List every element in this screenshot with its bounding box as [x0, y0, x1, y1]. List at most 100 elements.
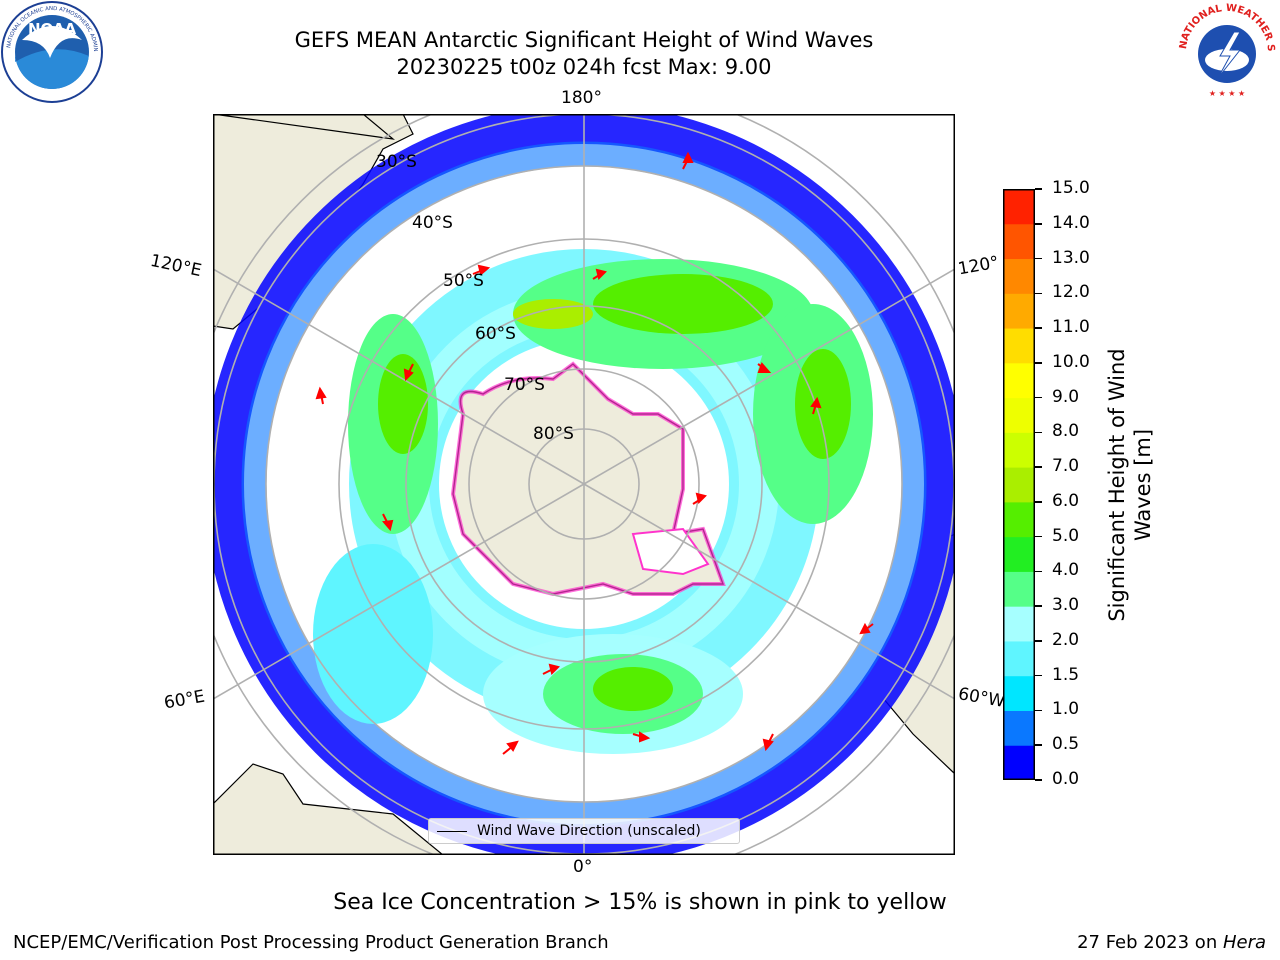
colorbar-tick-mark — [1035, 779, 1042, 781]
colorbar-tick-label: 9.0 — [1052, 386, 1080, 407]
lat-label-80s: 80°S — [533, 424, 574, 444]
colorbar-label-line1: Significant Height of Wind — [1105, 348, 1129, 622]
noaa-logo: NOAA NATIONAL OCEANIC AND ATMOSPHERIC AD… — [0, 0, 104, 104]
lon-label-top: 180° — [561, 88, 602, 108]
colorbar-tick-label: 12.0 — [1052, 282, 1090, 303]
colorbar-segment — [1003, 710, 1035, 746]
wave-arrow — [502, 740, 519, 755]
colorbar-tick-mark — [1035, 605, 1042, 607]
legend-label: Wind Wave Direction (unscaled) — [477, 823, 701, 839]
colorbar-segment — [1003, 397, 1035, 433]
wave-arrow — [403, 363, 414, 382]
colorbar-tick-label: 1.0 — [1052, 699, 1080, 720]
sea-ice-note: Sea Ice Concentration > 15% is shown in … — [333, 890, 947, 915]
wave-arrow — [542, 663, 560, 675]
footer-date: 27 Feb 2023 on Hera — [1077, 932, 1266, 953]
colorbar-tick-label: 1.5 — [1052, 664, 1080, 685]
colorbar-segment — [1003, 258, 1035, 294]
lat-label-50s: 50°S — [443, 271, 484, 291]
wave-arrow — [859, 622, 874, 635]
colorbar-segment — [1003, 189, 1035, 225]
polar-map — [213, 114, 955, 855]
colorbar — [1003, 189, 1035, 780]
colorbar-segment — [1003, 640, 1035, 677]
colorbar-segment — [1003, 432, 1035, 468]
colorbar-tick-label: 3.0 — [1052, 595, 1080, 616]
colorbar-segment — [1003, 571, 1035, 607]
footer-date-text: 27 Feb 2023 on — [1077, 932, 1223, 953]
colorbar-segment — [1003, 675, 1035, 711]
colorbar-segment — [1003, 467, 1035, 503]
colorbar-tick-label: 13.0 — [1052, 247, 1090, 268]
lat-label-40s: 40°S — [412, 213, 453, 233]
chart-title: GEFS MEAN Antarctic Significant Height o… — [294, 28, 874, 52]
colorbar-tick-mark — [1035, 501, 1042, 503]
colorbar-tick-mark — [1035, 674, 1042, 677]
wave-arrow — [682, 151, 694, 170]
lat-label-60s: 60°S — [475, 324, 516, 344]
wave-arrow — [762, 733, 774, 752]
lon-label-left-upper: 120°E — [148, 250, 204, 282]
colorbar-tick-mark — [1035, 292, 1042, 295]
colorbar-tick-mark — [1035, 362, 1042, 364]
wave-arrow — [692, 492, 707, 505]
colorbar-tick-mark — [1035, 327, 1042, 329]
colorbar-tick-label: 7.0 — [1052, 456, 1080, 477]
footer-credit: NCEP/EMC/Verification Post Processing Pr… — [13, 932, 609, 953]
colorbar-tick-label: 11.0 — [1052, 317, 1090, 338]
colorbar-tick-mark — [1035, 466, 1042, 468]
map-legend: Wind Wave Direction (unscaled) — [428, 818, 740, 844]
colorbar-tick-mark — [1035, 396, 1042, 399]
colorbar-segment — [1003, 293, 1035, 329]
chart-subtitle: 20230225 t00z 024h fcst Max: 9.00 — [396, 55, 772, 79]
wind-wave-arrows — [315, 151, 874, 755]
colorbar-tick-mark — [1035, 223, 1042, 225]
lon-label-right-lower: 60°W — [956, 684, 1007, 712]
colorbar-tick-label: 8.0 — [1052, 421, 1080, 442]
legend-line-swatch — [437, 831, 467, 832]
colorbar-tick-label: 4.0 — [1052, 560, 1080, 581]
wave-arrow — [315, 386, 327, 405]
svg-text:★ ★ ★ ★: ★ ★ ★ ★ — [1209, 89, 1245, 98]
lat-label-30s: 30°S — [376, 152, 417, 172]
colorbar-tick-mark — [1035, 257, 1042, 260]
colorbar-segment — [1003, 745, 1035, 780]
wave-arrow — [592, 268, 607, 280]
nws-logo: NATIONAL WEATHER SERVICE ★ ★ ★ ★ — [1172, 0, 1278, 102]
colorbar-tick-label: 0.5 — [1052, 734, 1080, 755]
colorbar-label-line2: Waves [m] — [1131, 428, 1155, 542]
colorbar-tick-mark — [1035, 744, 1042, 746]
wave-arrow — [632, 731, 651, 743]
colorbar-border — [1003, 189, 1035, 780]
colorbar-segment — [1003, 223, 1035, 260]
colorbar-tick-label: 2.0 — [1052, 629, 1080, 650]
colorbar-segment — [1003, 328, 1035, 364]
wave-arrow — [472, 264, 491, 276]
svg-text:NOAA: NOAA — [28, 20, 77, 38]
colorbar-tick-label: 0.0 — [1052, 769, 1080, 789]
colorbar-tick-label: 5.0 — [1052, 525, 1080, 546]
colorbar-tick-label: 15.0 — [1052, 178, 1090, 198]
lon-label-left-lower: 60°E — [162, 686, 207, 714]
wave-arrow — [382, 513, 394, 532]
footer-host: Hera — [1222, 932, 1266, 953]
colorbar-segment — [1003, 362, 1035, 399]
wave-arrow — [757, 362, 772, 373]
colorbar-segment — [1003, 606, 1035, 642]
colorbar-tick-mark — [1035, 188, 1042, 190]
colorbar-tick-mark — [1035, 535, 1042, 538]
colorbar-segment — [1003, 501, 1035, 538]
colorbar-tick-mark — [1035, 431, 1042, 434]
colorbar-tick-mark — [1035, 709, 1042, 712]
colorbar-tick-label: 14.0 — [1052, 212, 1090, 233]
antarctica — [450, 361, 726, 597]
lon-label-bottom: 0° — [573, 857, 593, 877]
colorbar-tick-mark — [1035, 640, 1042, 642]
lat-label-70s: 70°S — [504, 375, 545, 395]
colorbar-tick-label: 6.0 — [1052, 490, 1080, 511]
lon-label-right-upper: 120° — [956, 252, 1001, 280]
wave-arrow — [810, 396, 822, 415]
colorbar-segment — [1003, 536, 1035, 572]
colorbar-tick-label: 10.0 — [1052, 351, 1090, 372]
colorbar-tick-mark — [1035, 570, 1042, 573]
